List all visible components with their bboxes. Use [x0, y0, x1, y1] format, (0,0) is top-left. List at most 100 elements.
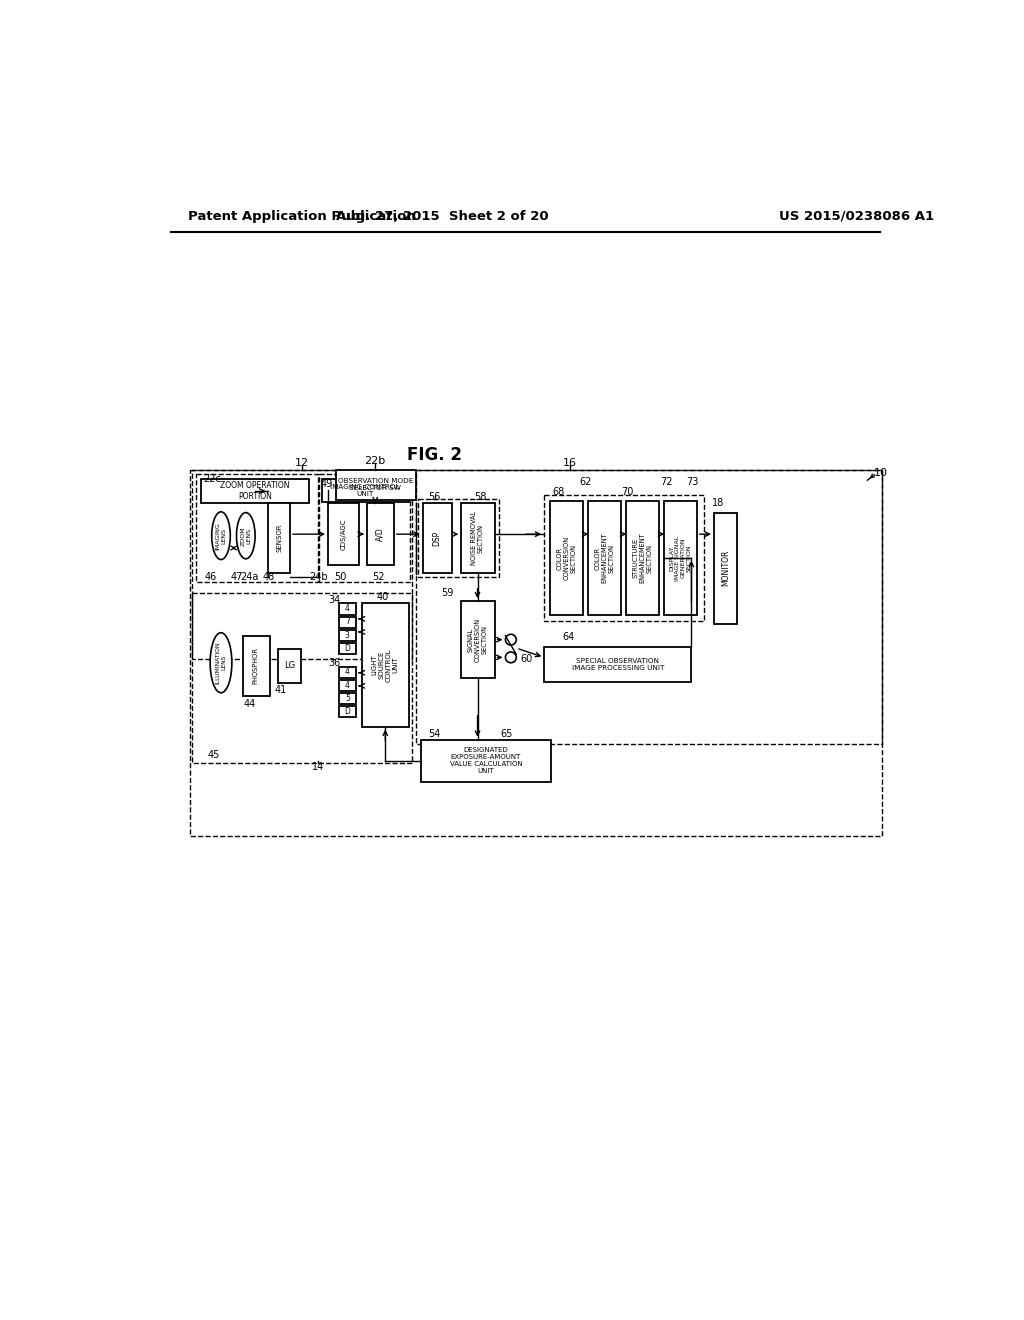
- Bar: [362, 603, 409, 726]
- Text: 47: 47: [230, 572, 243, 582]
- Ellipse shape: [212, 512, 230, 560]
- Text: ILLUMINATION
LENS: ILLUMINATION LENS: [216, 642, 226, 684]
- Text: MONITOR: MONITOR: [721, 550, 730, 586]
- Bar: [243, 636, 270, 696]
- Text: SIGNAL
CONVERSION
SECTION: SIGNAL CONVERSION SECTION: [468, 618, 487, 661]
- Text: PHOSPHOR: PHOSPHOR: [253, 647, 259, 684]
- Bar: [461, 601, 495, 678]
- Text: NOISE REMOVAL
SECTION: NOISE REMOVAL SECTION: [471, 511, 484, 565]
- Text: 52: 52: [372, 572, 385, 582]
- Text: 4: 4: [345, 681, 350, 689]
- Text: Aug. 27, 2015  Sheet 2 of 20: Aug. 27, 2015 Sheet 2 of 20: [336, 210, 548, 223]
- Text: SPECIAL OBSERVATION
IMAGE PROCESSING UNIT: SPECIAL OBSERVATION IMAGE PROCESSING UNI…: [571, 657, 664, 671]
- Bar: [423, 503, 452, 573]
- Bar: [318, 474, 410, 582]
- Text: 60: 60: [520, 653, 532, 664]
- Text: 54: 54: [428, 729, 440, 739]
- Text: 14: 14: [311, 762, 324, 772]
- Text: 73: 73: [686, 477, 698, 487]
- Text: SENSOR: SENSOR: [276, 524, 283, 552]
- Text: IMAGING
LENS: IMAGING LENS: [216, 521, 226, 549]
- Text: DISPLAY
IMAGE SIGNAL
GENERATION
SECTION: DISPLAY IMAGE SIGNAL GENERATION SECTION: [670, 536, 692, 581]
- Text: COLOR
CONVERSION
SECTION: COLOR CONVERSION SECTION: [557, 536, 577, 579]
- Bar: [417, 470, 882, 743]
- Text: ZOOM OPERATION
PORTION: ZOOM OPERATION PORTION: [220, 482, 290, 500]
- Bar: [278, 649, 301, 682]
- Text: 50: 50: [334, 572, 346, 582]
- Text: 44: 44: [244, 698, 256, 709]
- Bar: [339, 680, 356, 692]
- Text: 49: 49: [321, 479, 333, 490]
- Text: FIG. 2: FIG. 2: [407, 446, 462, 463]
- Bar: [190, 470, 882, 836]
- Text: D: D: [344, 706, 350, 715]
- Bar: [339, 630, 356, 642]
- Bar: [339, 693, 356, 705]
- Bar: [461, 503, 495, 573]
- Text: 16: 16: [563, 458, 577, 467]
- Text: 62: 62: [580, 477, 592, 487]
- Bar: [193, 470, 412, 659]
- Text: 5: 5: [345, 694, 350, 702]
- Text: 72: 72: [660, 477, 673, 487]
- Text: 70: 70: [621, 487, 633, 496]
- Text: US 2015/0238086 A1: US 2015/0238086 A1: [779, 210, 934, 223]
- Text: 58: 58: [474, 492, 486, 502]
- Text: 12: 12: [295, 458, 309, 467]
- Bar: [627, 502, 658, 615]
- Text: 10: 10: [874, 467, 888, 478]
- Text: A/D: A/D: [376, 527, 384, 541]
- Bar: [339, 616, 356, 628]
- Text: 36: 36: [329, 657, 341, 668]
- Text: IMAGING CONTROL
UNIT: IMAGING CONTROL UNIT: [331, 483, 400, 496]
- Text: 18: 18: [713, 499, 725, 508]
- Text: D: D: [344, 644, 350, 652]
- Text: 3: 3: [345, 631, 350, 639]
- Text: LIGHT
SOURCE
CONTROL
UNIT: LIGHT SOURCE CONTROL UNIT: [372, 648, 398, 682]
- Text: 24a: 24a: [241, 572, 259, 582]
- Bar: [322, 479, 409, 502]
- Text: 22b: 22b: [365, 455, 386, 466]
- Ellipse shape: [210, 632, 231, 693]
- Bar: [193, 594, 412, 763]
- Text: 46: 46: [205, 572, 217, 582]
- Text: 59: 59: [441, 589, 454, 598]
- Bar: [201, 479, 309, 503]
- Text: 41: 41: [274, 685, 287, 696]
- Text: 48: 48: [262, 572, 274, 582]
- Bar: [328, 503, 359, 565]
- Text: DESIGNATED
EXPOSURE-AMOUNT
VALUE CALCULATION
UNIT: DESIGNATED EXPOSURE-AMOUNT VALUE CALCULA…: [450, 747, 522, 774]
- Text: 34: 34: [329, 594, 341, 605]
- Text: Patent Application Publication: Patent Application Publication: [188, 210, 416, 223]
- Bar: [197, 474, 317, 582]
- Text: 45: 45: [207, 750, 219, 760]
- Text: 40: 40: [376, 593, 388, 602]
- Text: DSP: DSP: [433, 531, 441, 545]
- Text: ZOOM
LENS: ZOOM LENS: [241, 525, 251, 545]
- Text: 65: 65: [500, 729, 512, 739]
- Bar: [339, 643, 356, 655]
- Text: STRUCTURE
ENHANCEMENT
SECTION: STRUCTURE ENHANCEMENT SECTION: [633, 533, 652, 583]
- Bar: [421, 739, 551, 781]
- Text: CDS/AGC: CDS/AGC: [340, 519, 346, 550]
- Bar: [550, 502, 583, 615]
- Bar: [714, 512, 737, 624]
- Bar: [367, 503, 394, 565]
- Bar: [339, 706, 356, 718]
- Text: 68: 68: [552, 487, 564, 496]
- Bar: [544, 495, 703, 622]
- Text: 7: 7: [345, 618, 350, 627]
- Text: 4: 4: [345, 668, 350, 676]
- Text: COLOR
ENHANCEMENT
SECTION: COLOR ENHANCEMENT SECTION: [595, 533, 614, 583]
- Text: LG: LG: [284, 661, 295, 671]
- Text: 64: 64: [562, 632, 574, 643]
- Text: 22c: 22c: [203, 474, 221, 484]
- Text: 24b: 24b: [309, 572, 328, 582]
- Ellipse shape: [237, 512, 255, 558]
- Bar: [268, 503, 290, 573]
- Text: OBSERVATION MODE
SELECTOR SW: OBSERVATION MODE SELECTOR SW: [338, 478, 413, 491]
- Text: 4: 4: [345, 605, 350, 614]
- Bar: [544, 647, 691, 682]
- Bar: [336, 470, 416, 499]
- Bar: [339, 603, 356, 615]
